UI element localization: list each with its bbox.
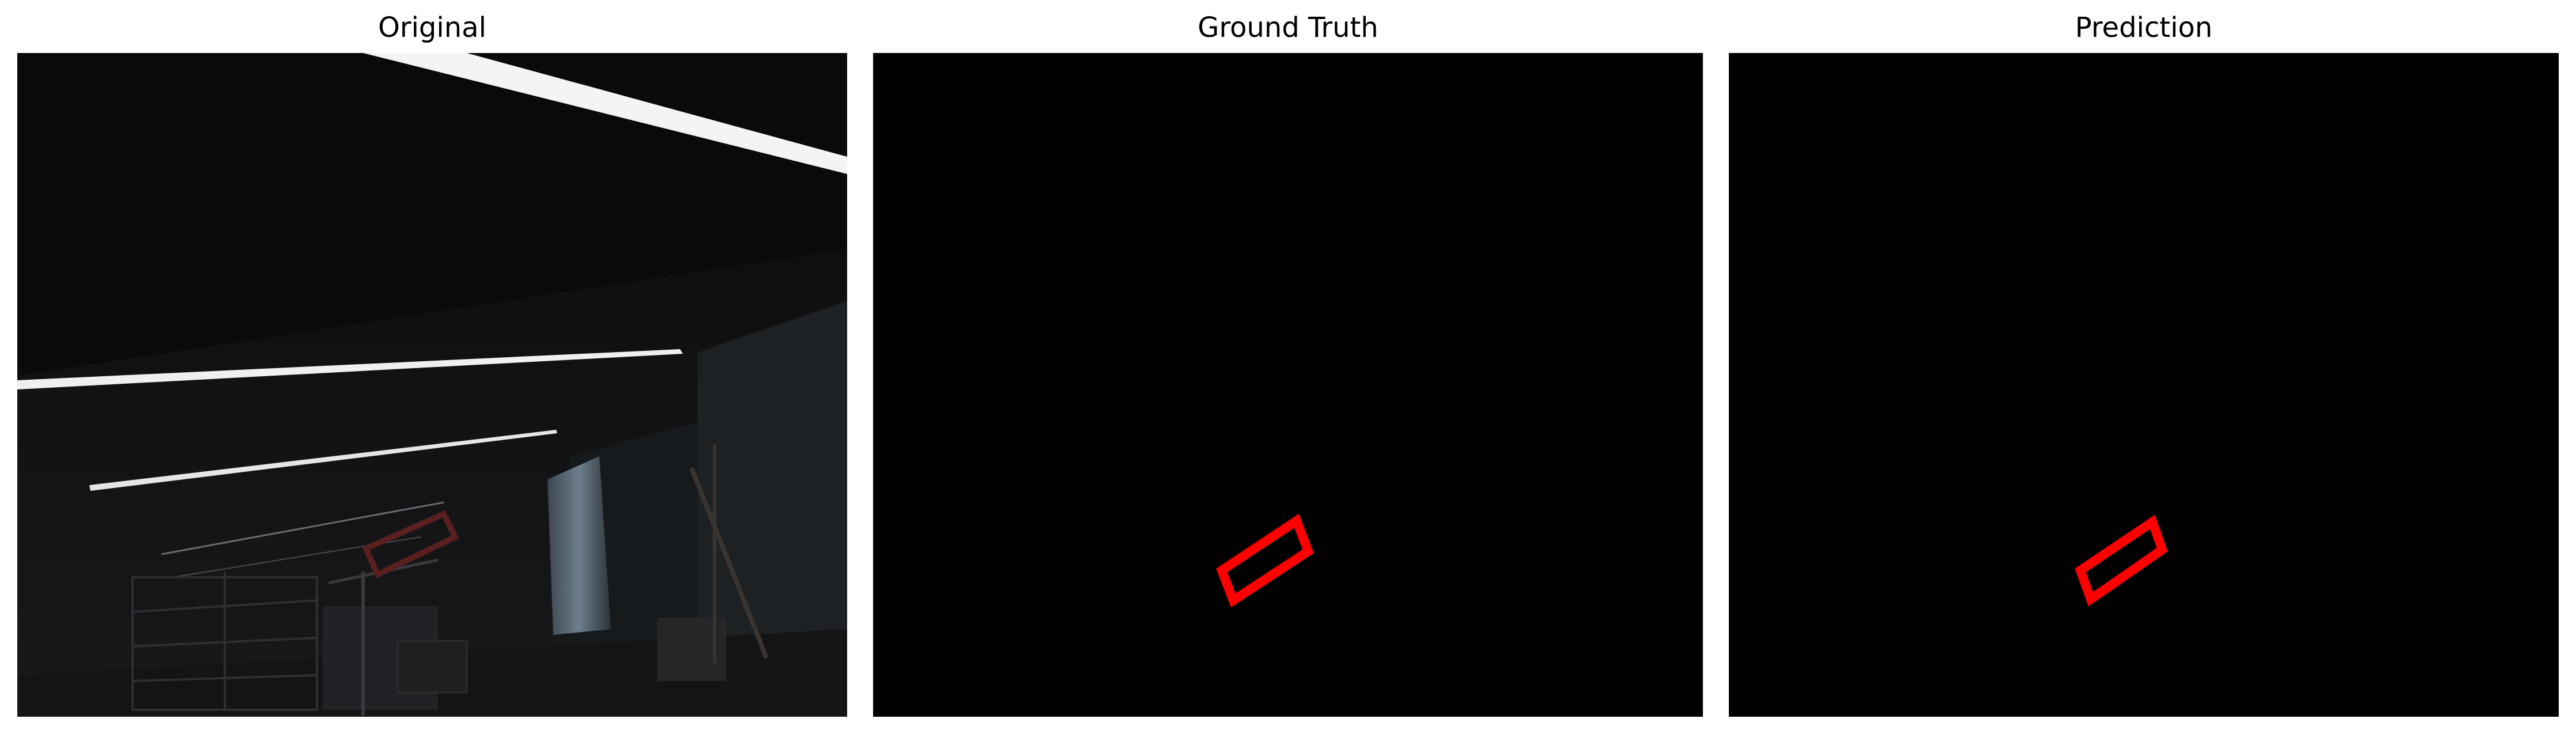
- light-strip-second: [89, 430, 557, 491]
- ground-truth-panel: [873, 53, 1703, 717]
- scene-target: [362, 510, 459, 578]
- original-scene: [17, 53, 847, 717]
- prediction-outline: [2075, 514, 2168, 607]
- ceiling: [17, 53, 847, 376]
- window: [547, 456, 611, 635]
- right-wall: [697, 301, 847, 717]
- light-strip-top: [363, 53, 847, 174]
- prediction-mask: [1729, 53, 2559, 717]
- panel-title-original: Original: [378, 12, 486, 44]
- ground-truth-outline: [1216, 513, 1314, 608]
- panel-title-prediction: Prediction: [2075, 12, 2213, 44]
- light-strip-main: [17, 349, 683, 389]
- prediction-panel: [1729, 53, 2559, 717]
- ground-truth-mask: [873, 53, 1703, 717]
- shelves: [131, 572, 318, 711]
- original-image-panel: [17, 53, 847, 717]
- panel-title-ground-truth: Ground Truth: [1198, 12, 1378, 44]
